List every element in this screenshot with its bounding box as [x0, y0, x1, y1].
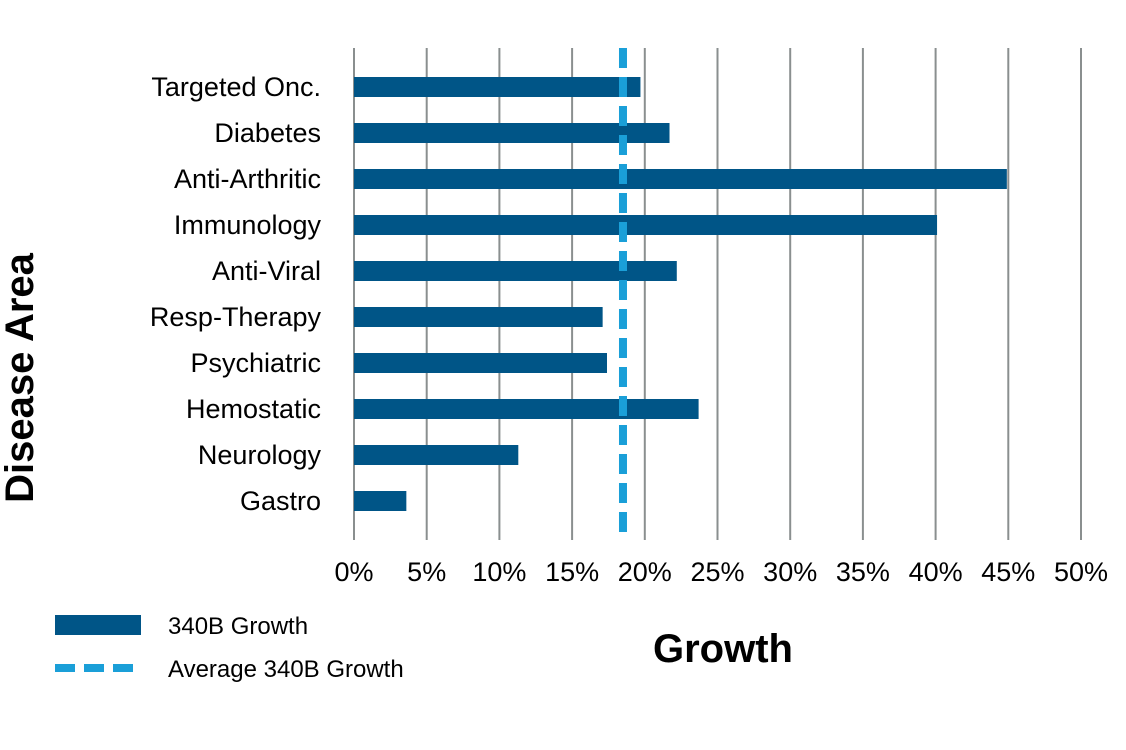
x-tick-label: 5%: [407, 557, 446, 587]
y-axis-title: Disease Area: [0, 252, 42, 503]
legend-swatch-bar: [55, 615, 141, 635]
bar: [354, 261, 677, 281]
bar: [354, 215, 938, 235]
x-tick-label: 30%: [763, 557, 817, 587]
x-tick-label: 20%: [618, 557, 672, 587]
gridlines: [353, 48, 1082, 540]
bar-series: [354, 77, 1007, 511]
category-label: Anti-Arthritic: [174, 164, 321, 194]
category-label: Gastro: [240, 486, 321, 516]
x-tick-labels: 0% 5% 10% 15% 20% 25% 30% 35% 40% 45% 50%: [334, 557, 1108, 587]
category-labels: Targeted Onc. Diabetes Anti-Arthritic Immun…: [150, 72, 322, 516]
x-tick-label: 50%: [1054, 557, 1108, 587]
category-label: Immunology: [174, 210, 322, 240]
x-tick-label: 0%: [334, 557, 373, 587]
category-label: Diabetes: [214, 118, 321, 148]
x-tick-label: 45%: [981, 557, 1035, 587]
legend-label-bar: 340B Growth: [168, 613, 308, 640]
bar: [354, 399, 699, 419]
x-tick-label: 40%: [909, 557, 963, 587]
category-label: Hemostatic: [186, 394, 321, 424]
bar: [354, 353, 607, 373]
category-label: Psychiatric: [190, 348, 321, 378]
bar: [354, 491, 407, 511]
category-label: Anti-Viral: [212, 256, 321, 286]
x-tick-label: 35%: [836, 557, 890, 587]
category-label: Resp-Therapy: [150, 302, 322, 332]
x-tick-label: 15%: [545, 557, 599, 587]
bar: [354, 445, 519, 465]
x-axis-title: Growth: [653, 627, 793, 671]
bar: [354, 123, 670, 143]
bar: [354, 77, 641, 97]
category-label: Neurology: [198, 440, 322, 470]
legend: 340B Growth Average 340B Growth: [55, 613, 404, 683]
bar: [354, 307, 603, 327]
x-tick-label: 10%: [472, 557, 526, 587]
legend-label-line: Average 340B Growth: [168, 656, 404, 683]
x-tick-label: 25%: [690, 557, 744, 587]
bar: [354, 169, 1007, 189]
category-label: Targeted Onc.: [151, 72, 321, 102]
